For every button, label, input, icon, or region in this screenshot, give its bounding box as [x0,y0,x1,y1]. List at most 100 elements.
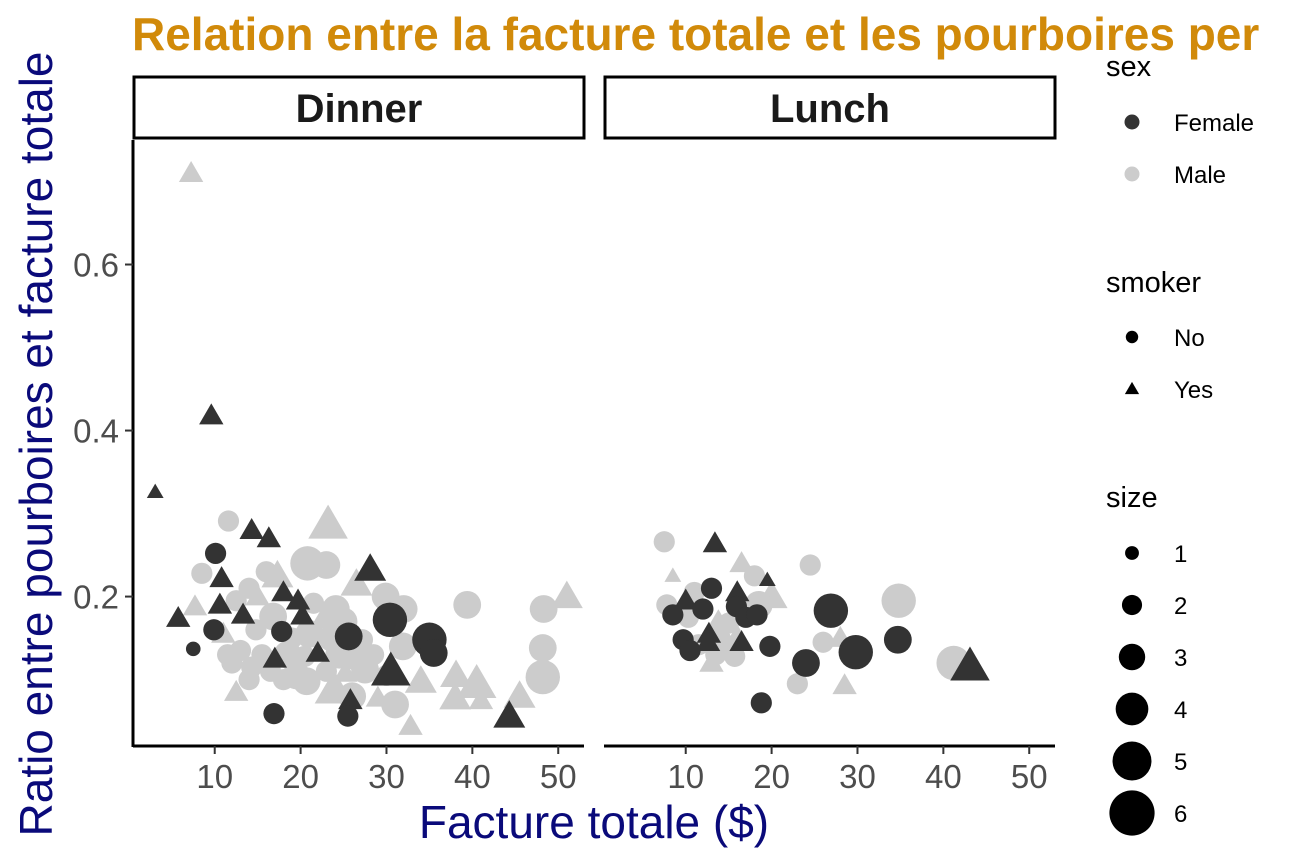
data-point [372,602,408,638]
legend: sex Female Male smoker No Yes size 1 2 3 4 5 6 [1106,51,1254,836]
data-point [493,700,526,728]
y-tick-label: 0.4 [73,413,119,450]
legend-smoker-key [1125,330,1139,344]
panel-dinner [146,161,583,735]
data-point [388,632,417,661]
data-point [224,679,249,701]
data-point [838,634,873,670]
data-point [285,588,311,610]
chart-title: Relation entre la facture totale et les … [132,8,1259,60]
data-point [262,646,288,668]
data-point [750,692,772,714]
data-point [178,161,204,182]
y-tick-label: 0.2 [73,579,119,616]
x-tick-label: 30 [368,758,405,795]
legend-sex-key [1124,114,1140,130]
data-point [456,663,497,698]
panel-lunch [653,531,990,714]
data-point [468,688,494,710]
data-point [199,403,224,425]
data-point [315,660,337,682]
facet-strip-lunch-box [603,75,1057,140]
facet-strip-dinner-label: Dinner [296,87,423,131]
data-point [700,577,723,599]
data-point [881,583,916,618]
data-point [729,630,754,652]
data-point [182,594,208,616]
data-point [290,603,315,625]
data-point [725,580,750,602]
data-point [340,568,373,596]
data-point [529,595,558,623]
data-point [292,667,321,696]
data-point [695,630,721,652]
data-point [729,551,754,573]
x-tick-label: 50 [1011,758,1048,795]
data-point [758,571,776,587]
legend-size-label: 4 [1174,697,1187,724]
data-point [312,551,341,579]
legend-size-label: 5 [1174,749,1187,776]
data-point [217,510,240,532]
y-axis-title: Ratio entre pourboires et facture totale [10,51,62,836]
data-point [221,652,243,674]
data-point [334,622,363,651]
data-point [950,646,990,681]
data-point [439,681,472,710]
data-point [419,639,448,667]
data-point [185,641,201,657]
legend-sex-label: Female [1174,110,1254,137]
data-point [333,660,358,682]
x-tick-label: 20 [282,758,319,795]
data-point [239,517,264,539]
legend-smoker-title: smoker [1106,267,1201,299]
data-point [308,504,348,539]
data-point [238,668,260,691]
legend-smoker-label: No [1174,325,1205,352]
legend-size-key [1112,741,1152,781]
data-point [792,649,820,677]
data-point [272,668,295,691]
data-point [263,703,285,725]
data-point [261,559,294,588]
x-tick-label: 10 [667,758,704,795]
data-point [673,588,698,610]
x-tick-label: 50 [540,758,577,795]
data-point [203,619,225,641]
legend-size: 1 2 3 4 5 6 [1109,541,1187,836]
data-point [295,620,324,648]
data-point [207,592,233,614]
data-point [702,531,728,553]
data-point [550,580,583,609]
data-point [354,553,387,581]
legend-size-label: 1 [1174,541,1187,568]
facet-strip-dinner: Dinner [132,75,586,140]
data-point [528,634,557,662]
data-point [230,602,256,624]
data-point [209,566,234,588]
legend-sex-key [1124,166,1140,182]
facet-strip-dinner-box [132,75,586,140]
legend-size-title: size [1106,482,1158,514]
data-point [204,542,227,565]
data-point [679,639,701,662]
legend-size-label: 6 [1174,801,1187,828]
data-point [503,680,536,708]
data-point [351,655,379,684]
data-point [664,567,682,582]
legend-size-key [1109,790,1155,836]
data-point [245,619,267,641]
x-tick-label: 40 [925,758,962,795]
data-point [381,690,409,719]
data-point [525,659,560,695]
data-point [337,705,359,727]
data-point [786,673,808,695]
data-point [245,584,270,606]
data-point [832,673,857,695]
data-point [743,565,766,587]
data-point [398,713,423,735]
data-point [692,598,714,620]
y-tick-label: 0.6 [73,247,119,284]
data-point [146,483,164,499]
x-tick-label: 40 [454,758,491,795]
